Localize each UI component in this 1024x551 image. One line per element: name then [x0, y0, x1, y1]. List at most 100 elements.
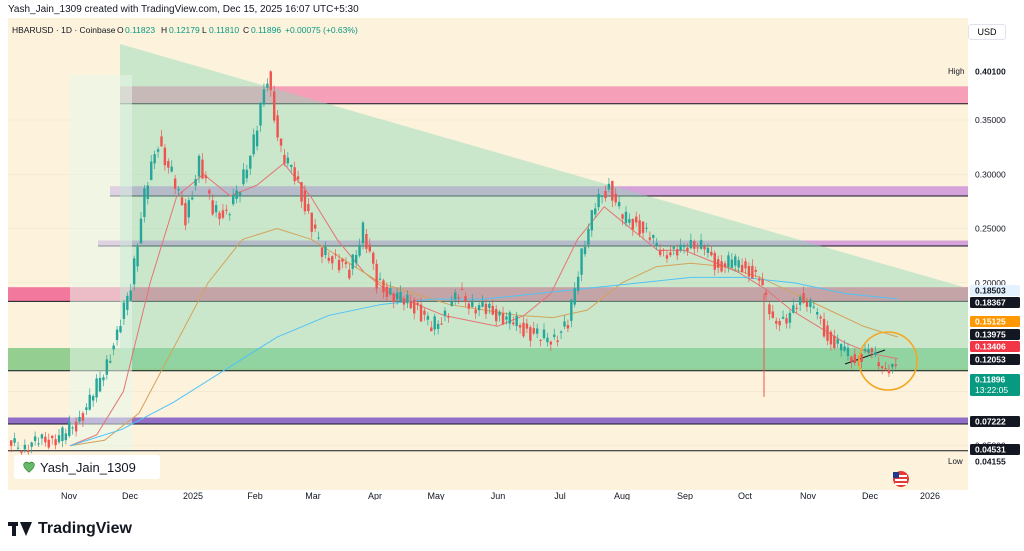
candle-body: [389, 288, 392, 295]
candle-body: [262, 89, 266, 105]
candle-body: [494, 309, 498, 322]
candle-body: [85, 407, 88, 410]
chart-header: Yash_Jain_1309 created with TradingView.…: [8, 4, 359, 15]
candle-body: [208, 190, 211, 194]
h-value: 0.12179: [169, 25, 200, 35]
candle-body: [734, 256, 737, 266]
l-label: L: [202, 25, 207, 35]
x-tick-label: Feb: [247, 491, 263, 500]
candle-body: [867, 349, 870, 353]
candle-body: [614, 193, 617, 203]
candle-body: [775, 320, 778, 324]
candle-body: [23, 444, 27, 450]
candle-body: [119, 326, 122, 333]
heart-icon: [23, 461, 35, 473]
candle-body: [300, 182, 303, 202]
price-tag-box: [970, 444, 1020, 455]
candle-body: [313, 224, 317, 229]
zone-resistance-2: [8, 287, 968, 302]
x-axis: Nov Dec 2025 Feb Mar Apr May Jun Jul Aug Sep Oct Nov…: [61, 491, 940, 500]
candle-body: [402, 298, 406, 305]
candle-body: [259, 102, 262, 126]
candle-body: [204, 175, 208, 179]
candle-body: [13, 438, 16, 443]
x-tick-label: May: [427, 491, 445, 500]
tradingview-wordmark: TradingView: [38, 520, 132, 537]
candle-body: [778, 321, 781, 326]
zone-resistance-mid: [110, 186, 968, 196]
candle-body: [272, 91, 276, 121]
price-tag-value: 0.40100: [975, 67, 1006, 77]
candle-body: [214, 205, 218, 213]
candle-body: [525, 323, 529, 329]
candle-body: [126, 295, 129, 310]
candle-body: [484, 303, 488, 314]
candle-body: [296, 176, 300, 180]
candle-body: [549, 341, 553, 345]
candle-body: [826, 325, 829, 341]
candle-body: [433, 316, 436, 330]
candle-body: [57, 435, 61, 443]
candle-body: [559, 331, 563, 333]
candle-body: [324, 246, 327, 256]
candle-body: [679, 244, 682, 251]
candle-body: [180, 197, 184, 206]
x-tick-label: Dec: [122, 491, 139, 500]
candle-body: [184, 203, 187, 226]
candle-body: [129, 290, 132, 301]
candle-body: [792, 305, 795, 313]
candle-body: [716, 259, 720, 268]
currency-button[interactable]: USD: [968, 24, 1006, 40]
candle-body: [635, 216, 638, 223]
candle-body: [372, 252, 375, 264]
candle-body: [457, 297, 460, 299]
candle-body: [409, 301, 412, 309]
candle-body: [727, 255, 730, 268]
candle-body: [150, 161, 153, 181]
candle-body: [737, 260, 740, 268]
candle-body: [843, 346, 846, 351]
candle-body: [809, 299, 812, 308]
candle-body: [467, 303, 471, 309]
candle-body: [27, 450, 30, 453]
candle-body: [607, 183, 611, 190]
candle-body: [276, 115, 279, 138]
price-tag-box: [970, 316, 1020, 327]
candle-body: [139, 218, 143, 244]
candle-body: [194, 179, 197, 186]
candle-body: [225, 209, 228, 211]
candle-body: [805, 301, 809, 307]
x-tick-label: Nov: [61, 491, 78, 500]
price-tag-box: [970, 66, 1020, 77]
candle-body: [153, 154, 156, 164]
candle-body: [658, 250, 662, 256]
candle-body: [747, 265, 751, 277]
price-chart[interactable]: 0.350000.300000.250000.200000.100000.050…: [0, 0, 1024, 500]
candle-body: [91, 396, 95, 401]
candle-body: [566, 325, 570, 329]
flag-icon[interactable]: [893, 471, 909, 487]
candle-body: [232, 194, 235, 205]
candle-body: [798, 296, 802, 305]
candle-body: [368, 244, 372, 252]
candle-body: [515, 315, 518, 327]
tradingview-logo[interactable]: TradingView: [8, 520, 132, 538]
candle-body: [454, 292, 457, 300]
candle-body: [436, 323, 440, 329]
candle-body: [406, 294, 409, 304]
candle-body: [863, 349, 867, 351]
candle-body: [235, 190, 238, 199]
candle-body: [283, 154, 286, 164]
candle-body: [61, 427, 64, 442]
candle-body: [33, 436, 37, 442]
candle-body: [102, 377, 105, 381]
candle-body: [836, 339, 839, 344]
candle-body: [532, 328, 535, 334]
price-tag-value: 0.11896: [975, 375, 1006, 385]
candle-body: [699, 240, 703, 249]
candle-body: [122, 302, 126, 319]
candle-body: [771, 311, 775, 318]
candle-body: [580, 248, 583, 275]
candle-body: [689, 240, 693, 249]
candle-body: [115, 329, 119, 341]
